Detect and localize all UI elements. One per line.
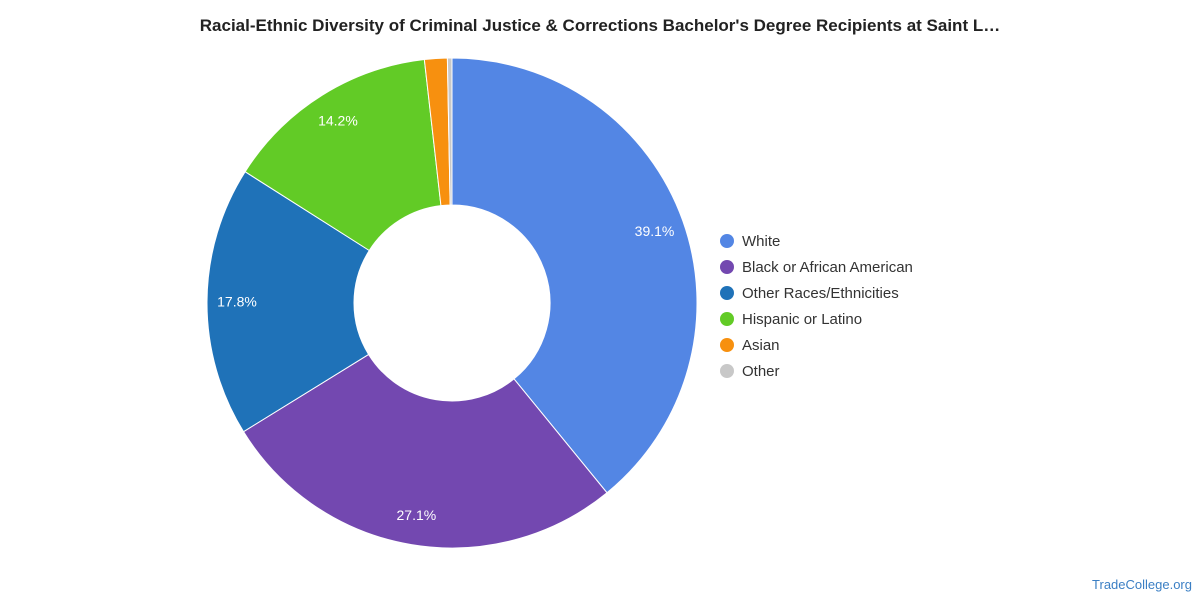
slice-other[interactable] <box>446 57 453 206</box>
slice-label-white: 39.1% <box>635 223 675 239</box>
source-credit[interactable]: TradeCollege.org <box>1092 577 1192 592</box>
legend-swatch <box>720 312 734 326</box>
chart-legend: White Black or African American Other Race… <box>720 228 913 384</box>
slice-hispanic-or-latino[interactable] <box>244 59 442 252</box>
legend-label: White <box>742 232 781 250</box>
slice-label-other-races-ethnicities: 17.8% <box>217 294 257 310</box>
legend-item-white[interactable]: White <box>720 228 913 254</box>
legend-item-hispanic-or-latino[interactable]: Hispanic or Latino <box>720 306 913 332</box>
legend-label: Black or African American <box>742 258 913 276</box>
slice-other-races-ethnicities[interactable] <box>206 171 370 433</box>
legend-swatch <box>720 338 734 352</box>
legend-item-black-or-african-american[interactable]: Black or African American <box>720 254 913 280</box>
slice-label-hispanic-or-latino: 14.2% <box>318 113 358 129</box>
legend-label: Asian <box>742 336 780 354</box>
legend-label: Other Races/Ethnicities <box>742 284 899 302</box>
slice-black-or-african-american[interactable] <box>242 353 608 549</box>
legend-item-other-races-ethnicities[interactable]: Other Races/Ethnicities <box>720 280 913 306</box>
chart-title: Racial-Ethnic Diversity of Criminal Just… <box>199 16 1001 35</box>
legend-label: Other <box>742 362 780 380</box>
legend-label: Hispanic or Latino <box>742 310 863 328</box>
legend-swatch <box>720 260 734 274</box>
legend-item-asian[interactable]: Asian <box>720 332 913 358</box>
slice-label-black-or-african-american: 27.1% <box>397 507 437 523</box>
legend-swatch <box>720 234 734 248</box>
legend-swatch <box>720 364 734 378</box>
slice-white[interactable] <box>451 57 698 494</box>
legend-item-other[interactable]: Other <box>720 358 913 384</box>
legend-swatch <box>720 286 734 300</box>
